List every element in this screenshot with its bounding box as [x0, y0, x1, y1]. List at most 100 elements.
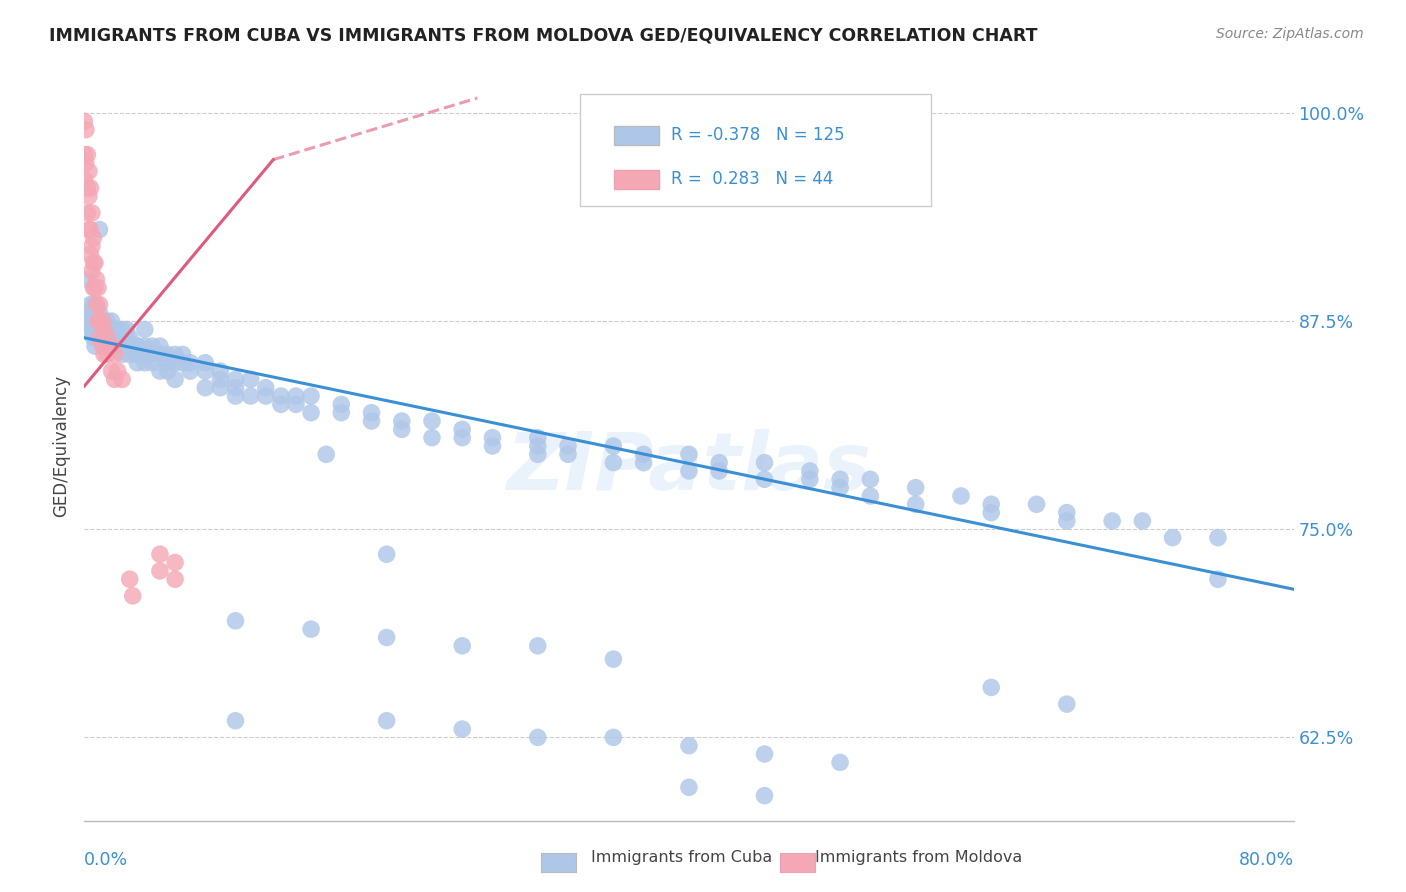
Point: [107, 322, 129, 336]
Point: [115, 322, 138, 336]
Point: [527, 639, 550, 653]
Point: [89, 314, 111, 328]
Point: [82, 297, 104, 311]
Point: [127, 339, 149, 353]
Text: R =  0.283   N = 44: R = 0.283 N = 44: [671, 170, 834, 188]
Point: [1206, 531, 1229, 545]
Point: [225, 389, 247, 403]
Point: [602, 439, 624, 453]
Point: [209, 381, 232, 395]
Text: 80.0%: 80.0%: [1239, 851, 1294, 869]
Point: [104, 347, 127, 361]
Point: [93, 314, 115, 328]
Point: [360, 406, 382, 420]
Point: [127, 347, 149, 361]
Point: [118, 347, 141, 361]
Point: [76, 206, 98, 220]
Text: IMMIGRANTS FROM CUBA VS IMMIGRANTS FROM MOLDOVA GED/EQUIVALENCY CORRELATION CHAR: IMMIGRANTS FROM CUBA VS IMMIGRANTS FROM …: [49, 27, 1038, 45]
Point: [330, 397, 353, 411]
Point: [104, 339, 127, 353]
Point: [360, 414, 382, 428]
Point: [76, 181, 98, 195]
Point: [172, 347, 194, 361]
Point: [77, 314, 100, 328]
Point: [84, 256, 107, 270]
Point: [79, 322, 101, 336]
Point: [89, 297, 111, 311]
Point: [79, 181, 101, 195]
Point: [76, 272, 98, 286]
Text: R = -0.378   N = 125: R = -0.378 N = 125: [671, 127, 845, 145]
Point: [84, 306, 107, 320]
Point: [73, 147, 96, 161]
Point: [391, 422, 413, 436]
Point: [165, 372, 187, 386]
Point: [830, 756, 852, 770]
Point: [709, 456, 731, 470]
Point: [141, 356, 163, 370]
Point: [799, 472, 821, 486]
Point: [375, 547, 398, 561]
Point: [89, 306, 111, 320]
Point: [254, 389, 277, 403]
Point: [80, 306, 103, 320]
Point: [118, 331, 141, 345]
Point: [73, 172, 96, 186]
Point: [100, 314, 122, 328]
Point: [121, 589, 143, 603]
Point: [77, 189, 100, 203]
Point: [89, 314, 111, 328]
Point: [111, 322, 134, 336]
Point: [82, 314, 104, 328]
Point: [118, 572, 141, 586]
Point: [194, 364, 217, 378]
Point: [315, 447, 337, 461]
Point: [209, 372, 232, 386]
Point: [134, 347, 156, 361]
Point: [225, 372, 247, 386]
Point: [1206, 572, 1229, 586]
Point: [451, 639, 474, 653]
FancyBboxPatch shape: [581, 94, 931, 206]
Point: [557, 447, 579, 461]
Point: [91, 339, 114, 353]
Point: [239, 372, 262, 386]
Point: [859, 472, 882, 486]
Point: [111, 339, 134, 353]
Point: [107, 331, 129, 345]
Point: [451, 722, 474, 736]
Point: [80, 264, 103, 278]
Point: [225, 381, 247, 395]
Point: [165, 572, 187, 586]
Point: [111, 347, 134, 361]
Point: [87, 314, 110, 328]
Point: [980, 681, 1002, 695]
Point: [90, 322, 112, 336]
Point: [859, 489, 882, 503]
Point: [527, 439, 550, 453]
Point: [980, 497, 1002, 511]
Bar: [614, 126, 659, 145]
Point: [239, 389, 262, 403]
Point: [451, 422, 474, 436]
Point: [94, 322, 117, 336]
Point: [904, 481, 927, 495]
Point: [678, 447, 700, 461]
Text: Immigrants from Moldova: Immigrants from Moldova: [815, 850, 1022, 865]
Point: [127, 356, 149, 370]
Point: [980, 506, 1002, 520]
Point: [709, 464, 731, 478]
Text: 0.0%: 0.0%: [84, 851, 128, 869]
Point: [754, 789, 776, 803]
Point: [79, 222, 101, 236]
Point: [172, 356, 194, 370]
Point: [86, 322, 108, 336]
Point: [76, 306, 98, 320]
Point: [754, 456, 776, 470]
Point: [84, 281, 107, 295]
Point: [100, 331, 122, 345]
Point: [87, 322, 110, 336]
Point: [602, 652, 624, 666]
Point: [1056, 514, 1078, 528]
Point: [527, 431, 550, 445]
